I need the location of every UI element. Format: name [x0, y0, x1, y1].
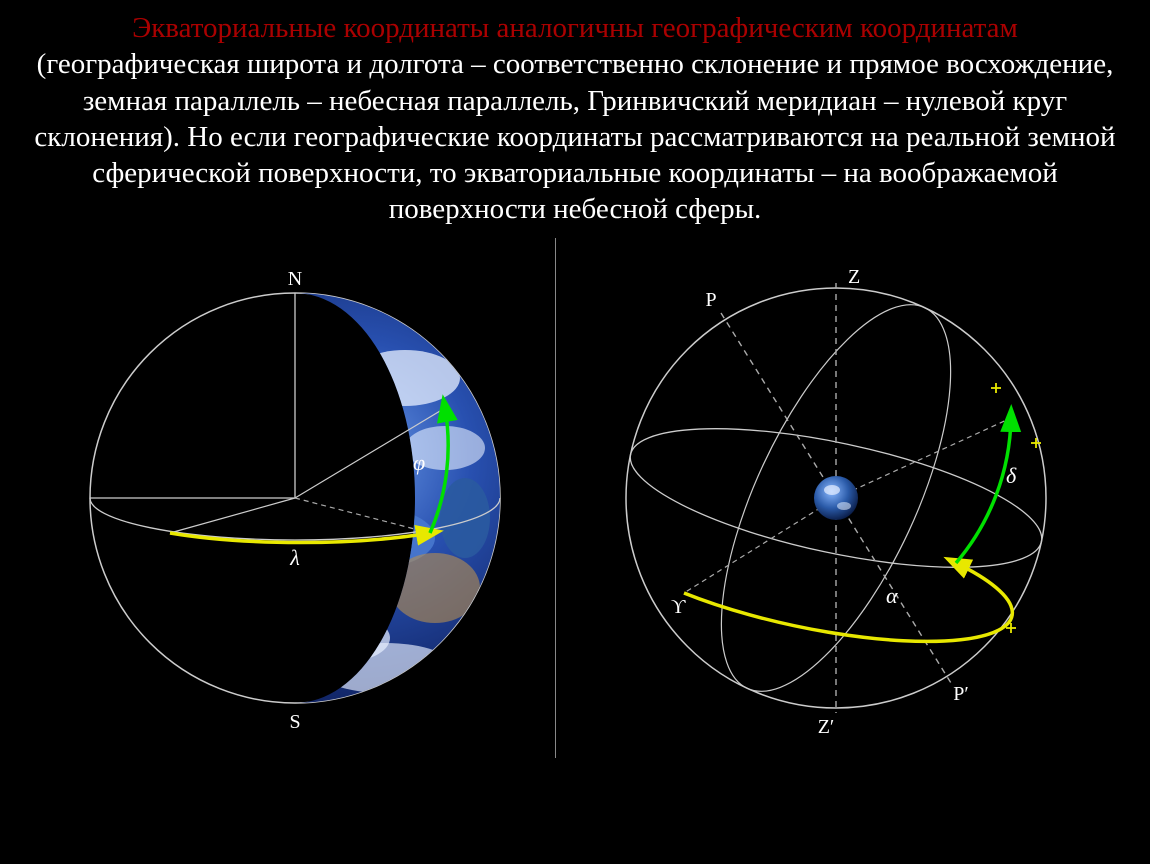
- label-Z1: Z′: [817, 716, 834, 738]
- radius-lambda-end: [295, 498, 430, 533]
- label-alpha: α: [886, 583, 898, 608]
- center-earth: [814, 476, 858, 520]
- label-P: P: [705, 289, 716, 311]
- slide-text: Экваториальные координаты аналогичны гео…: [30, 10, 1120, 228]
- label-Z: Z: [848, 266, 860, 288]
- stars: [991, 383, 1041, 633]
- label-P1: P′: [953, 683, 969, 705]
- title-text: Экваториальные координаты аналогичны гео…: [132, 12, 1018, 44]
- label-lambda: λ: [289, 545, 300, 570]
- celestial-sphere-diagram: P P′ Z Z′ ϒ α δ: [555, 238, 1116, 758]
- label-phi: φ: [413, 450, 425, 475]
- slide: Экваториальные координаты аналогичны гео…: [0, 0, 1150, 864]
- body-text: (географическая широта и долгота – соотв…: [34, 48, 1115, 225]
- radius-ref: [170, 498, 295, 533]
- label-Y: ϒ: [671, 596, 686, 618]
- diagram-row: N S φ λ: [30, 238, 1120, 758]
- label-delta: δ: [1006, 463, 1017, 488]
- earth-globe-diagram: N S φ λ: [35, 238, 555, 758]
- delta-arc: [956, 418, 1011, 563]
- label-N: N: [287, 268, 301, 290]
- label-S: S: [289, 711, 300, 733]
- radius-to-vernal: [684, 498, 836, 593]
- radius-to-star: [836, 418, 1011, 498]
- lambda-arc: [170, 533, 430, 543]
